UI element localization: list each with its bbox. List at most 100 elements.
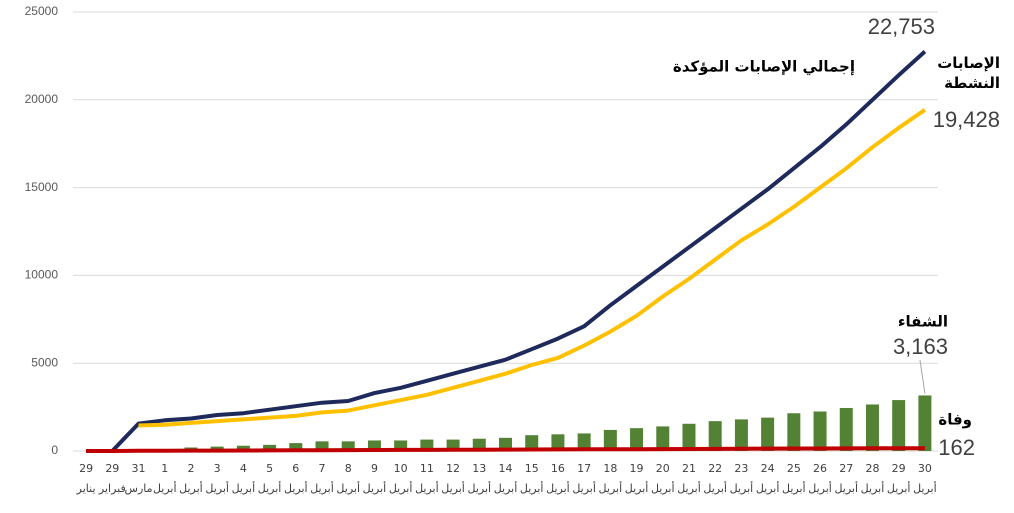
x-tick-month: أبريل (834, 481, 858, 495)
x-tick-month: أبريل (677, 481, 701, 495)
x-tick-label: 14 (499, 462, 513, 475)
y-tick-label: 10000 (25, 268, 59, 282)
x-tick-label: 29 (892, 462, 906, 475)
x-tick-month: أبريل (310, 481, 334, 495)
bar (236, 445, 250, 451)
x-tick-month: أبريل (756, 481, 780, 495)
x-tick-label: 13 (472, 462, 486, 475)
bar (892, 400, 906, 451)
x-tick-label: 2 (187, 462, 194, 475)
x-tick-month: أبريل (205, 481, 229, 495)
x-tick-month: أبريل (625, 481, 649, 495)
series-label-line: النشطة (944, 74, 1000, 92)
y-tick-label: 20000 (25, 92, 59, 106)
x-tick-month: أبريل (415, 481, 439, 495)
y-tick-label: 5000 (31, 355, 58, 369)
bar (289, 443, 303, 451)
x-tick-label: 29 (79, 462, 93, 475)
data-label: 19,428 (933, 107, 1000, 132)
x-tick-month: أبريل (887, 481, 911, 495)
x-tick-month: أبريل (389, 481, 413, 495)
bar (630, 428, 644, 451)
x-tick-label: 17 (577, 462, 591, 475)
x-tick-label: 11 (420, 462, 434, 475)
bar (839, 407, 853, 451)
bar (603, 429, 617, 451)
x-tick-label: 16 (551, 462, 565, 475)
bar (315, 441, 329, 451)
x-tick-month: أبريل (232, 481, 256, 495)
x-tick-month: أبريل (546, 481, 570, 495)
x-tick-label: 26 (813, 462, 827, 475)
x-tick-label: 9 (371, 462, 378, 475)
bar (525, 435, 539, 451)
x-tick-month: يناير (76, 482, 96, 495)
x-tick-label: 8 (345, 462, 352, 475)
x-tick-month: أبريل (258, 481, 282, 495)
data-label: 3,163 (893, 334, 948, 359)
series-label: الإصابات النشطة (937, 54, 1000, 92)
bar (577, 433, 591, 451)
series-label: إجمالي الإصابات المؤكدة (673, 58, 855, 76)
bar (682, 423, 696, 451)
line (86, 446, 925, 453)
data-label: 162 (938, 435, 975, 460)
x-tick-month: أبريل (441, 481, 465, 495)
bar (551, 434, 565, 451)
x-tick-label: 27 (839, 462, 853, 475)
x-tick-month: أبريل (572, 481, 596, 495)
x-tick-month: أبريل (494, 481, 518, 495)
x-tick-month: أبريل (913, 481, 937, 495)
bar (761, 417, 775, 451)
x-tick-label: 30 (918, 462, 932, 475)
x-tick-label: 6 (292, 462, 299, 475)
x-tick-label: 24 (761, 462, 775, 475)
x-tick-month: أبريل (336, 481, 360, 495)
x-tick-label: 22 (708, 462, 722, 475)
x-tick-month: أبريل (467, 481, 491, 495)
x-tick-label: 15 (525, 462, 539, 475)
x-tick-label: 4 (240, 462, 247, 475)
x-tick-label: 23 (734, 462, 748, 475)
bar (394, 440, 408, 451)
bar (813, 411, 827, 451)
bar (787, 413, 801, 451)
x-tick-month: أبريل (284, 481, 308, 495)
x-tick-label: 10 (394, 462, 408, 475)
bar (367, 440, 381, 451)
x-tick-month: أبريل (808, 481, 832, 495)
x-tick-label: 25 (787, 462, 801, 475)
x-tick-month: أبريل (782, 481, 806, 495)
x-tick-month: أبريل (730, 481, 754, 495)
y-tick-label: 25000 (25, 4, 59, 18)
x-tick-month: أبريل (179, 481, 203, 495)
series-label: الشفاء (898, 313, 948, 331)
data-label: 22,753 (868, 14, 935, 39)
x-tick-month: أبريل (520, 481, 544, 495)
x-tick-label: 1 (161, 462, 168, 475)
x-tick-label: 21 (682, 462, 696, 475)
x-tick-label: 5 (266, 462, 273, 475)
x-tick-month: فبراير (98, 482, 126, 495)
x-tick-label: 20 (656, 462, 670, 475)
y-tick-label: 0 (51, 443, 58, 457)
bar (656, 426, 670, 451)
x-tick-month: أبريل (363, 481, 387, 495)
x-tick-label: 29 (105, 462, 119, 475)
line (86, 50, 927, 453)
bar (865, 404, 879, 451)
x-tick-month: أبريل (651, 481, 675, 495)
bar (420, 439, 434, 451)
line (138, 108, 927, 428)
x-tick-label: 19 (630, 462, 644, 475)
x-tick-month: أبريل (703, 481, 727, 495)
x-tick-month: أبريل (599, 481, 623, 495)
bar (734, 419, 748, 451)
x-tick-label: 7 (319, 462, 326, 475)
x-tick-label: 12 (446, 462, 460, 475)
y-tick-label: 15000 (25, 180, 59, 194)
x-tick-month: أبريل (861, 481, 885, 495)
bar (708, 421, 722, 451)
series-label: وفاة (938, 411, 972, 429)
